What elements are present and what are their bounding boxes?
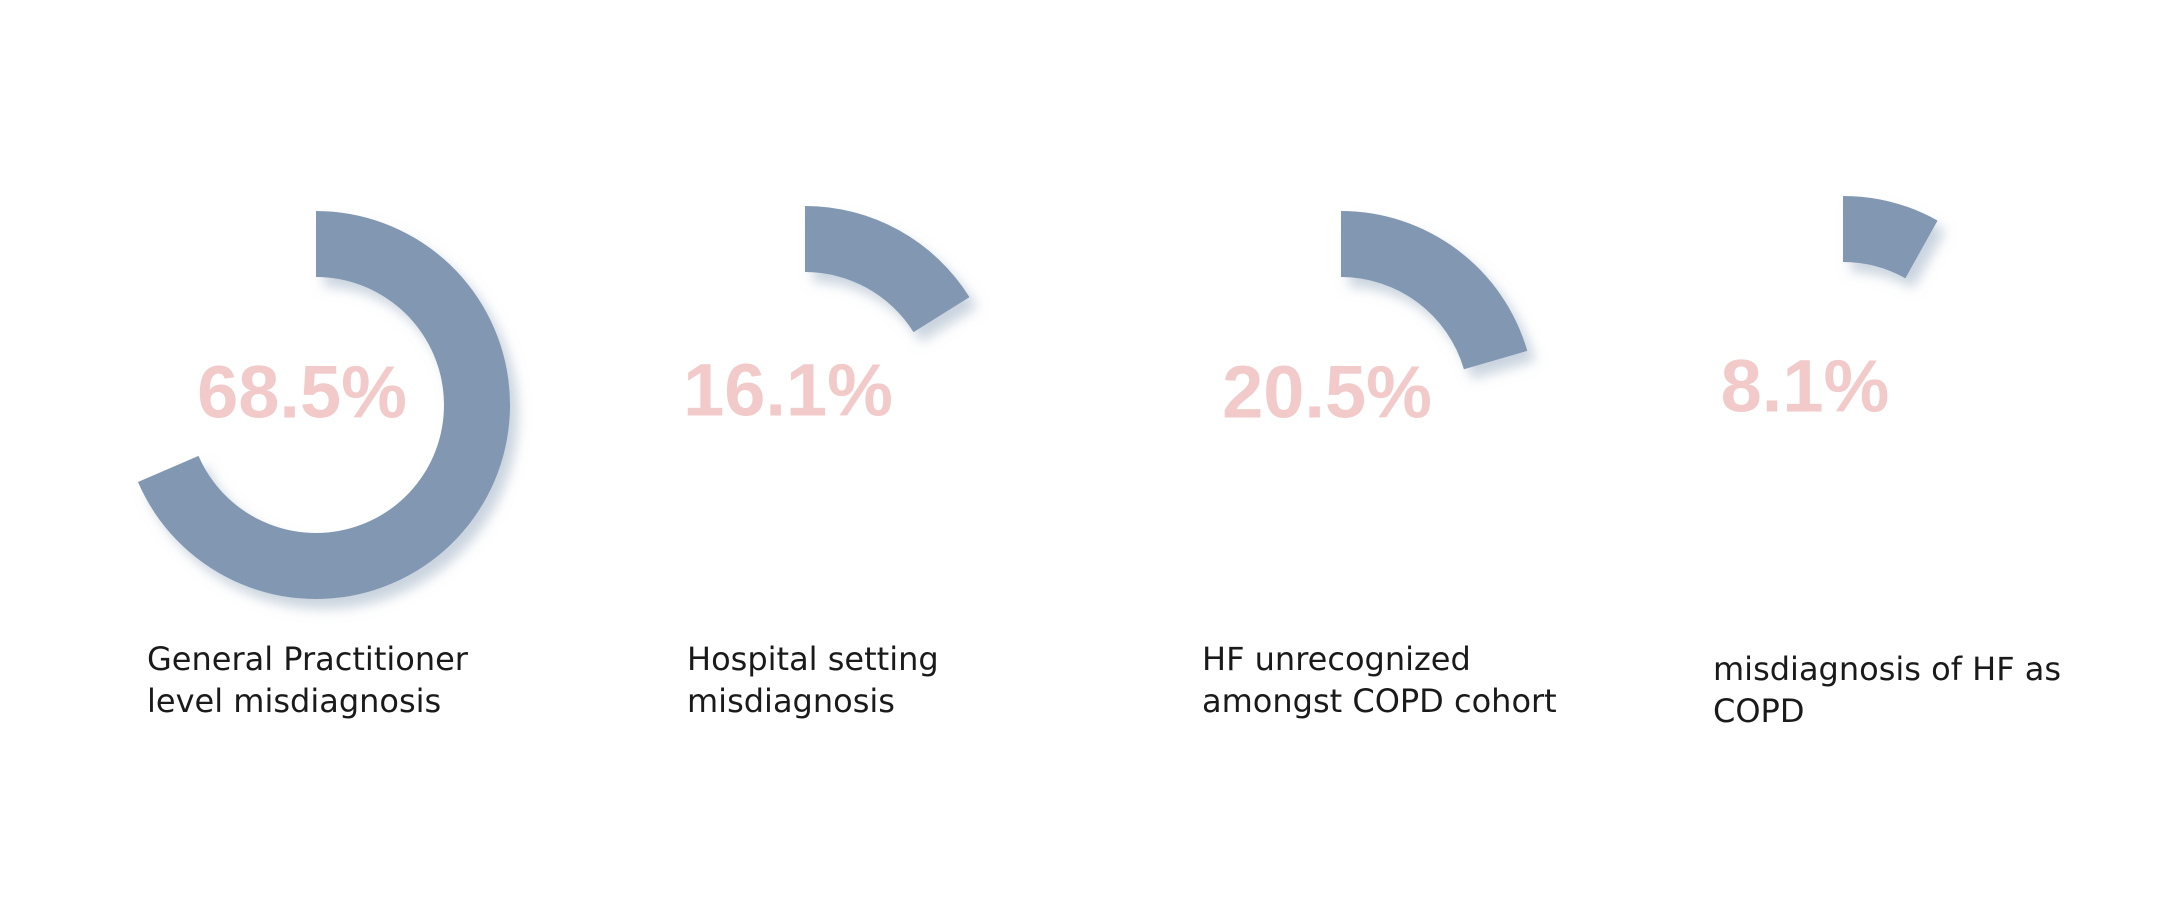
donut-caption: Hospital setting misdiagnosis [687,640,939,720]
donut-caption: HF unrecognized amongst COPD cohort [1202,640,1557,720]
donut-arc [137,211,510,599]
donut-arc [1341,211,1528,370]
value-label: 20.5% [1222,351,1432,434]
donut-arc [1843,196,1938,279]
value-label: 68.5% [197,351,407,434]
donut-arc [805,206,970,333]
donut-caption: misdiagnosis of HF as COPD [1713,650,2062,730]
value-label: 8.1% [1721,345,1890,428]
donut-caption: General Practitioner level misdiagnosis [147,640,468,720]
value-label: 16.1% [683,349,893,432]
